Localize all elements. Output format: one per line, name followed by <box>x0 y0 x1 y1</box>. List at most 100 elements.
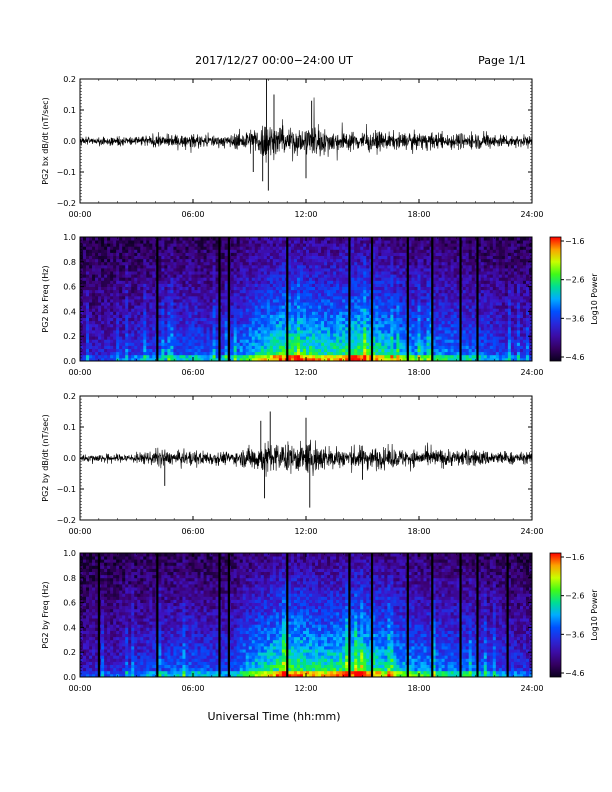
heatmap-cell <box>164 299 168 303</box>
heatmap-cell <box>206 264 210 269</box>
heatmap-cell <box>438 345 442 349</box>
heatmap-cell <box>417 336 421 340</box>
heatmap-cell <box>372 274 376 278</box>
heatmap-cell <box>221 348 226 353</box>
heatmap-cell <box>98 271 102 275</box>
heatmap-cell <box>179 323 183 328</box>
heatmap-cell <box>143 351 147 356</box>
heatmap-cell <box>200 317 204 322</box>
heatmap-cell <box>128 339 132 343</box>
heatmap-cell <box>191 351 195 356</box>
heatmap-cell <box>399 286 403 291</box>
heatmap-cell <box>242 311 247 315</box>
heatmap-cell <box>290 295 295 300</box>
heatmap-cell <box>107 311 111 315</box>
heatmap-cell <box>393 237 397 241</box>
heatmap-cell <box>158 345 162 349</box>
heatmap-cell <box>251 249 256 253</box>
heatmap-cell <box>357 305 361 309</box>
heatmap-cell <box>372 271 376 275</box>
heatmap-cell <box>224 311 229 315</box>
heatmap-cell <box>360 274 364 278</box>
heatmap-cell <box>309 320 313 325</box>
heatmap-cell <box>296 295 301 300</box>
heatmap-cell <box>134 320 138 325</box>
heatmap-cell <box>152 348 156 353</box>
heatmap-cell <box>396 323 400 328</box>
heatmap-cell <box>128 354 132 359</box>
heatmap-cell <box>197 289 201 294</box>
heatmap-cell <box>420 292 424 297</box>
heatmap-cell <box>152 314 156 318</box>
heatmap-cell <box>239 295 244 300</box>
heatmap-cell <box>375 326 379 331</box>
heatmap-cell <box>221 317 226 322</box>
heatmap-cell <box>360 323 364 328</box>
heatmap-cell <box>263 330 268 334</box>
heatmap-cell <box>113 274 117 278</box>
heatmap-cell <box>182 246 186 250</box>
heatmap-cell <box>408 292 412 297</box>
heatmap-cell <box>269 255 274 260</box>
heatmap-cell <box>86 249 90 253</box>
heatmap-cell <box>372 243 376 247</box>
heatmap-cell <box>266 339 271 343</box>
heatmap-cell <box>200 302 204 306</box>
heatmap-cell <box>245 339 250 343</box>
heatmap-cell <box>423 249 427 253</box>
heatmap-cell <box>191 280 195 284</box>
heatmap-cell <box>278 240 283 244</box>
heatmap-cell <box>239 274 244 278</box>
heatmap-cell <box>306 345 310 349</box>
heatmap-cell <box>224 280 229 284</box>
heatmap-cell <box>384 330 388 334</box>
heatmap-cell <box>233 320 238 325</box>
heatmap-cell <box>281 258 286 263</box>
heatmap-cell <box>158 237 162 241</box>
heatmap-cell <box>239 333 244 337</box>
heatmap-cell <box>327 348 331 353</box>
heatmap-cell <box>206 280 210 284</box>
heatmap-cell <box>101 264 105 269</box>
heatmap-cell <box>438 323 442 328</box>
heatmap-cell <box>236 264 241 269</box>
heatmap-cell <box>330 333 334 337</box>
heatmap-cell <box>372 264 376 269</box>
heatmap-cell <box>333 264 337 269</box>
heatmap-cell <box>98 246 102 250</box>
x-tick-label: 12:00 <box>294 210 317 219</box>
heatmap-cell <box>375 314 379 318</box>
heatmap-cell <box>306 240 310 244</box>
heatmap-cell <box>372 314 376 318</box>
heatmap-cell <box>293 295 298 300</box>
heatmap-cell <box>378 345 382 349</box>
heatmap-cell <box>351 268 355 272</box>
heatmap-cell <box>173 311 177 315</box>
heatmap-cell <box>101 348 105 353</box>
heatmap-cell <box>233 305 238 309</box>
heatmap-cell <box>387 283 391 287</box>
heatmap-cell <box>200 354 204 359</box>
heatmap-cell <box>173 299 177 303</box>
heatmap-cell <box>224 351 229 356</box>
heatmap-cell <box>236 277 241 281</box>
heatmap-cell <box>384 308 388 312</box>
heatmap-cell <box>200 295 204 300</box>
heatmap-cell <box>269 258 274 263</box>
heatmap-cell <box>107 289 111 294</box>
heatmap-cell <box>185 299 189 303</box>
heatmap-cell <box>176 243 180 247</box>
heatmap-cell <box>254 258 259 263</box>
heatmap-cell <box>360 246 364 250</box>
heatmap-cell <box>203 261 207 266</box>
heatmap-cell <box>417 317 421 322</box>
heatmap-cell <box>378 255 382 260</box>
heatmap-cell <box>119 333 123 337</box>
heatmap-cell <box>128 240 132 244</box>
heatmap-cell <box>245 261 250 266</box>
heatmap-cell <box>339 302 343 306</box>
heatmap-cell <box>179 289 183 294</box>
heatmap-cell <box>254 243 259 247</box>
heatmap-cell <box>146 283 150 287</box>
heatmap-cell <box>275 295 280 300</box>
